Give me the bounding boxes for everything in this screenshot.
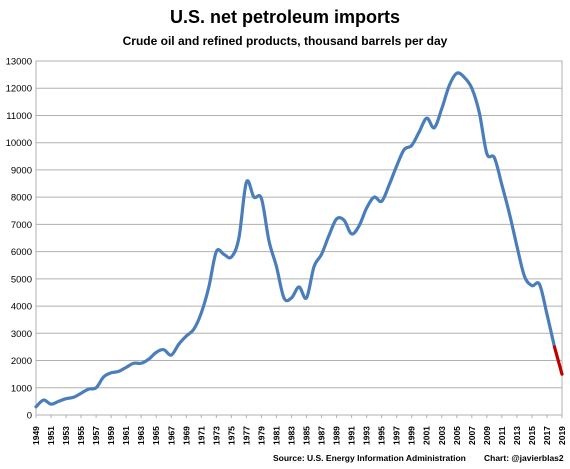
x-tick-label: 1971 [196,426,206,445]
x-tick-label: 1993 [362,426,372,445]
x-tick-label: 2001 [422,426,432,445]
y-tick-label: 11000 [6,111,32,122]
y-tick-label: 13000 [6,57,32,68]
y-tick-label: 12000 [6,84,32,95]
y-tick-label: 1000 [11,383,32,394]
x-tick-label: 1959 [106,426,116,445]
x-tick-label: 1985 [302,426,312,445]
x-tick-label: 1995 [377,426,387,445]
x-tick-label: 2003 [437,426,447,445]
x-tick-label: 2005 [452,426,462,445]
series-line-1 [552,345,564,376]
plot-frame [35,60,563,416]
source-note: Source: U.S. Energy Information Administ… [273,453,466,463]
y-tick-label: 9000 [11,165,32,176]
x-tick-label: 1961 [121,426,131,445]
y-tick-label: 10000 [6,138,32,149]
x-tick-label: 1957 [91,426,101,445]
x-tick-label: 2019 [557,426,567,445]
x-tick-label: 1999 [407,426,417,445]
x-tick-label: 1991 [347,426,357,445]
x-tick-label: 1989 [332,426,342,445]
x-tick-label: 1953 [61,426,71,445]
y-tick-label: 3000 [11,329,32,340]
gridlines [35,60,563,416]
x-tick-label: 1969 [181,426,191,445]
x-tick-label: 2011 [497,426,507,445]
y-tick-label: 6000 [11,247,32,258]
x-tick-label: 1965 [151,426,161,445]
y-tick-label: 8000 [11,193,32,204]
y-tick-label: 4000 [11,302,32,313]
x-tick-label: 1997 [392,426,402,445]
series-line-0 [34,71,557,409]
chart-title: U.S. net petroleum imports [170,7,400,27]
x-tick-label: 1983 [286,426,296,445]
x-tick-label: 1951 [46,426,56,445]
x-tick-label: 2009 [482,426,492,445]
y-axis: 0 1000 2000 3000 4000 5000 6000 7000 8000 9000 100… [6,57,32,422]
x-tick-label: 2013 [512,426,522,445]
y-tick-label: 2000 [11,356,32,367]
x-tick-label: 1973 [211,426,221,445]
x-tick-label: 2007 [467,426,477,445]
x-tick-label: 1981 [271,426,281,445]
x-tick-label: 1967 [166,426,176,445]
x-tick-label: 1987 [317,426,327,445]
x-tick-label: 2017 [542,426,552,445]
x-tick-label: 2015 [527,426,537,445]
y-tick-label: 0 [27,411,32,422]
y-tick-label: 7000 [11,220,32,231]
x-tick-label: 1977 [241,426,251,445]
y-tick-label: 5000 [11,274,32,285]
chart-subtitle: Crude oil and refined products, thousand… [123,34,448,48]
x-tick-label: 1975 [226,426,236,445]
x-tick-label: 1979 [256,426,266,445]
x-tick-label: 1949 [31,426,41,445]
x-tick-label: 1963 [136,426,146,445]
chart-credit: Chart: @javierblas2 [484,453,564,463]
x-tick-label: 1955 [76,426,86,445]
plot-area [34,71,564,409]
x-axis: 1949 1951 1953 1955 1957 1959 1961 1963 1965 1967… [31,415,567,445]
